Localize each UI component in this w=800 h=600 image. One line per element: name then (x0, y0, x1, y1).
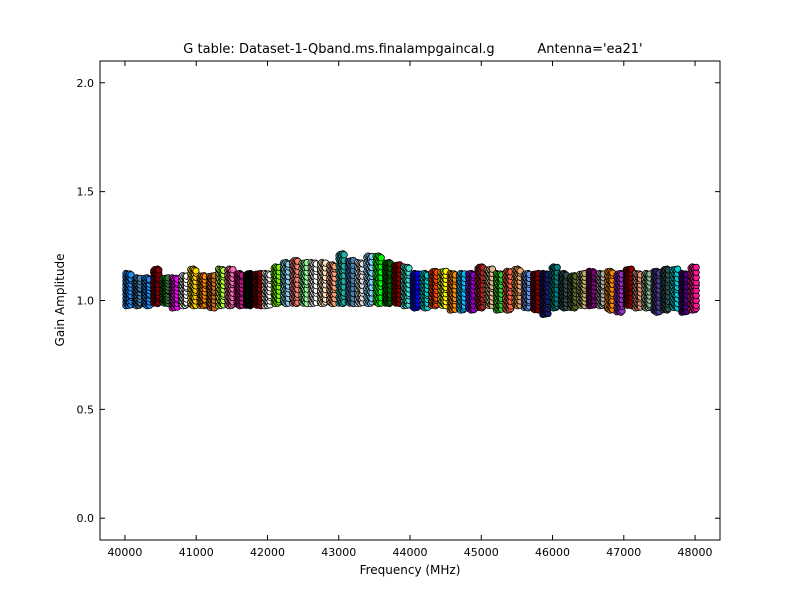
spw-series (437, 267, 450, 310)
spw-series (428, 267, 441, 310)
data-points (122, 250, 700, 319)
y-axis-label: Gain Amplitude (53, 254, 67, 347)
x-tick-label: 42000 (250, 546, 285, 559)
x-tick-label: 41000 (179, 546, 214, 559)
axis-ticks: 40000 41000 42000 43000 44000 45000 46000 47000… (77, 61, 720, 559)
data-point (516, 267, 524, 275)
data-point (340, 251, 348, 259)
x-axis-label: Frequency (MHz) (360, 563, 461, 577)
spw-series (613, 269, 626, 316)
spw-series (622, 265, 635, 310)
spw-series (400, 263, 413, 310)
data-point (192, 267, 200, 275)
data-point (155, 266, 163, 274)
chart-title: G table: Dataset-1-Qband.ms.finalampgain… (183, 42, 494, 57)
data-point (627, 265, 635, 273)
spw-series (668, 265, 682, 312)
y-tick-label: 2.0 (77, 77, 95, 90)
x-tick-label: 40000 (107, 546, 142, 559)
spw-series (539, 269, 552, 319)
x-tick-label: 48000 (678, 546, 713, 559)
spw-series (585, 267, 598, 310)
spw-series (316, 259, 330, 308)
y-tick-label: 1.0 (77, 295, 95, 308)
x-tick-label: 43000 (321, 546, 356, 559)
spw-series (196, 272, 209, 310)
spw-series (659, 265, 673, 314)
spw-series (650, 267, 663, 316)
spw-series (261, 269, 274, 310)
spw-series (335, 250, 348, 308)
antenna-label: Antenna='ea21' (537, 42, 642, 57)
y-tick-label: 0.0 (77, 512, 95, 525)
spw-series (326, 261, 339, 308)
spw-series (177, 272, 191, 310)
spw-series (548, 263, 561, 312)
data-point (488, 265, 496, 273)
data-point (127, 271, 135, 279)
data-point (553, 263, 561, 272)
data-point (229, 265, 237, 274)
x-tick-label: 46000 (535, 546, 570, 559)
spw-series (567, 272, 580, 312)
data-point (692, 263, 700, 272)
data-point (377, 254, 385, 262)
x-tick-label: 47000 (606, 546, 641, 559)
spw-series (576, 269, 589, 310)
spw-series (465, 269, 478, 314)
spw-series (289, 256, 302, 308)
y-tick-label: 1.5 (77, 186, 95, 199)
spw-series (168, 274, 181, 312)
y-tick-label: 0.5 (77, 403, 95, 416)
spw-series (604, 267, 617, 314)
data-point (405, 264, 413, 272)
x-tick-label: 45000 (464, 546, 499, 559)
spw-series (687, 263, 700, 314)
x-tick-label: 44000 (393, 546, 428, 559)
spw-series (140, 274, 154, 310)
spw-series (529, 269, 543, 314)
spw-series (483, 265, 496, 310)
data-point (674, 265, 682, 273)
